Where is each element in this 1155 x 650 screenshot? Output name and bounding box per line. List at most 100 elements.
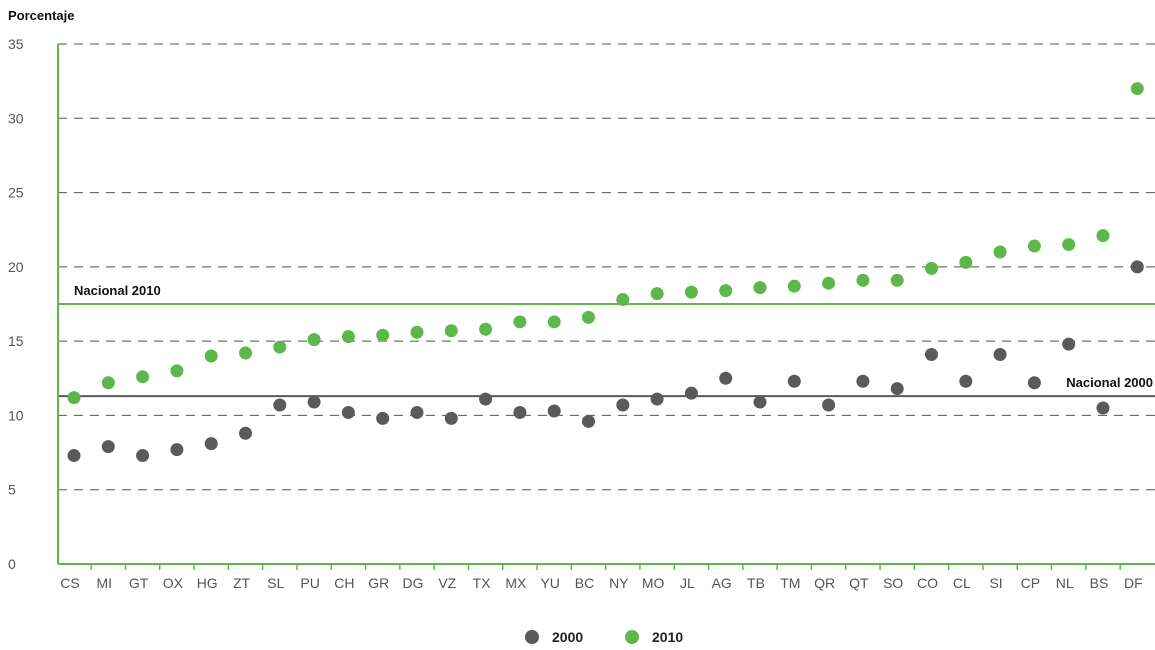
x-tick-label: JL xyxy=(680,575,695,591)
data-point-2010 xyxy=(959,255,973,269)
x-tick-label: GR xyxy=(368,575,389,591)
legend-marker-2000 xyxy=(525,630,539,644)
data-point-2000 xyxy=(1096,401,1110,415)
data-point-2000 xyxy=(719,371,733,385)
x-tick-label: BS xyxy=(1090,575,1109,591)
grid-lines xyxy=(58,43,1155,491)
data-point-2010 xyxy=(1096,229,1110,243)
data-point-2000 xyxy=(650,392,664,406)
data-point-2000 xyxy=(341,405,355,419)
data-point-2010 xyxy=(444,324,458,338)
data-point-2010 xyxy=(239,346,252,360)
data-point-2000 xyxy=(444,411,458,425)
data-point-2000 xyxy=(67,449,81,463)
data-point-2010 xyxy=(307,333,321,347)
x-tick-label: YU xyxy=(540,575,559,591)
x-tick-label: MO xyxy=(642,575,665,591)
data-point-2000 xyxy=(204,437,218,451)
x-ticks: CS MI GT OX HG ZT SL PU CH GR DG VZ TX MX YU BC NY MO JL AG… xyxy=(60,564,1143,591)
x-tick-label: QR xyxy=(814,575,835,591)
data-point-2010 xyxy=(684,285,698,299)
data-point-2010 xyxy=(376,328,390,342)
x-tick-label: CP xyxy=(1021,575,1040,591)
data-point-2010 xyxy=(136,370,150,384)
data-point-2000 xyxy=(479,392,493,406)
data-point-2010 xyxy=(341,330,355,344)
data-point-2000 xyxy=(273,398,287,412)
data-point-2010 xyxy=(822,276,836,290)
x-tick-label: CS xyxy=(60,575,79,591)
data-point-2000 xyxy=(410,405,424,419)
x-tick-label: SL xyxy=(267,575,284,591)
data-point-2010 xyxy=(273,340,287,354)
data-point-2010 xyxy=(479,322,493,336)
data-point-2000 xyxy=(753,395,767,409)
legend: 2000 2010 xyxy=(525,629,683,645)
data-point-2000 xyxy=(239,426,252,440)
x-tick-label: SI xyxy=(989,575,1002,591)
data-point-2010 xyxy=(101,376,115,390)
x-tick-label: NY xyxy=(609,575,629,591)
y-tick-label: 5 xyxy=(8,482,16,498)
y-tick-label: 10 xyxy=(8,407,24,423)
data-point-2000 xyxy=(376,411,390,425)
x-tick-label: CL xyxy=(953,575,971,591)
data-points xyxy=(67,82,1144,463)
x-tick-label: CO xyxy=(917,575,938,591)
data-point-2000 xyxy=(787,374,801,388)
x-tick-label: AG xyxy=(712,575,732,591)
x-tick-label: OX xyxy=(163,575,184,591)
y-axis-label: Porcentaje xyxy=(8,8,74,23)
x-tick-label: HG xyxy=(197,575,218,591)
x-tick-label: PU xyxy=(300,575,319,591)
data-point-2010 xyxy=(753,281,767,295)
x-tick-label: ZT xyxy=(233,575,251,591)
data-point-2010 xyxy=(719,284,733,298)
x-tick-label: MI xyxy=(97,575,113,591)
data-point-2000 xyxy=(890,382,904,396)
legend-label: 2010 xyxy=(652,629,683,645)
y-tick-label: 15 xyxy=(8,333,24,349)
data-point-2010 xyxy=(650,287,664,301)
data-point-2000 xyxy=(307,395,321,409)
reference-lines: Nacional 2010 Nacional 2000 xyxy=(58,283,1155,398)
x-tick-label: QT xyxy=(849,575,869,591)
data-point-2010 xyxy=(787,279,801,293)
data-point-2000 xyxy=(616,398,630,412)
data-point-2010 xyxy=(204,349,218,363)
data-point-2010 xyxy=(1130,82,1144,96)
data-point-2010 xyxy=(410,325,424,339)
data-point-2010 xyxy=(1062,238,1076,252)
data-point-2000 xyxy=(684,386,698,400)
x-tick-label: DF xyxy=(1124,575,1143,591)
data-point-2010 xyxy=(547,315,561,329)
y-ticks: 0 5 10 15 20 25 30 35 xyxy=(8,36,24,572)
reference-line-label: Nacional 2000 xyxy=(1066,375,1153,390)
data-point-2000 xyxy=(925,348,938,362)
y-tick-label: 25 xyxy=(8,185,24,201)
x-tick-label: TM xyxy=(780,575,800,591)
data-point-2010 xyxy=(925,261,938,275)
data-point-2000 xyxy=(513,405,527,419)
data-point-2010 xyxy=(1027,239,1041,253)
data-point-2010 xyxy=(616,293,630,307)
y-tick-label: 35 xyxy=(8,36,24,52)
data-point-2000 xyxy=(822,398,836,412)
reference-line-label: Nacional 2010 xyxy=(74,283,161,298)
x-tick-label: GT xyxy=(129,575,149,591)
x-tick-label: TX xyxy=(473,575,492,591)
data-point-2010 xyxy=(582,310,595,324)
data-point-2010 xyxy=(856,273,870,287)
x-tick-label: CH xyxy=(334,575,354,591)
data-point-2000 xyxy=(136,449,150,463)
x-tick-label: NL xyxy=(1056,575,1074,591)
legend-marker-2010 xyxy=(625,630,639,644)
data-point-2000 xyxy=(993,348,1007,362)
data-point-2010 xyxy=(170,364,184,378)
data-point-2000 xyxy=(856,374,870,388)
data-point-2000 xyxy=(1062,337,1076,351)
data-point-2010 xyxy=(67,391,81,405)
x-tick-label: BC xyxy=(575,575,594,591)
legend-label: 2000 xyxy=(552,629,583,645)
